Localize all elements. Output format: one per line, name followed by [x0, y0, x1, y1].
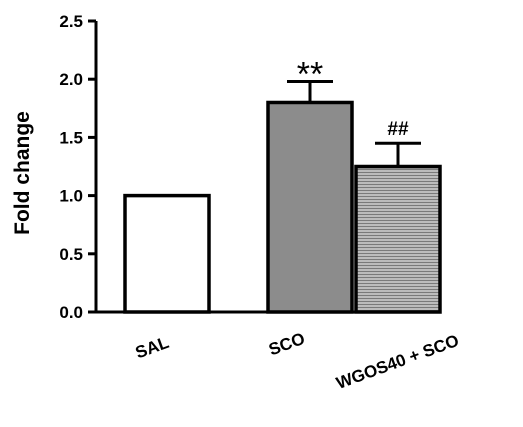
y-tick-label: 2.0	[59, 70, 83, 89]
x-tick-label: SAL	[133, 333, 171, 362]
significance-label-2: **	[297, 56, 323, 94]
significance-label-3: ##	[387, 119, 409, 140]
y-tick-label: 0.0	[59, 303, 83, 322]
x-tick-label: SCO	[266, 329, 307, 359]
y-tick-label: 2.5	[59, 12, 83, 31]
bar-3	[354, 164, 442, 314]
bar-1	[123, 193, 211, 314]
y-tick-label: 1.0	[59, 187, 83, 206]
y-tick-label: 0.5	[59, 245, 83, 264]
chart-marks: 0.0 0.5 1.0 1.5 2.0 2.5 SAL ** SCO ## WGOS40 + SCO	[59, 12, 461, 393]
y-axis-label: Fold change	[11, 111, 34, 235]
y-tick-label: 1.5	[59, 128, 83, 147]
x-tick-label: WGOS40 + SCO	[334, 331, 462, 393]
bar-2	[266, 100, 354, 314]
